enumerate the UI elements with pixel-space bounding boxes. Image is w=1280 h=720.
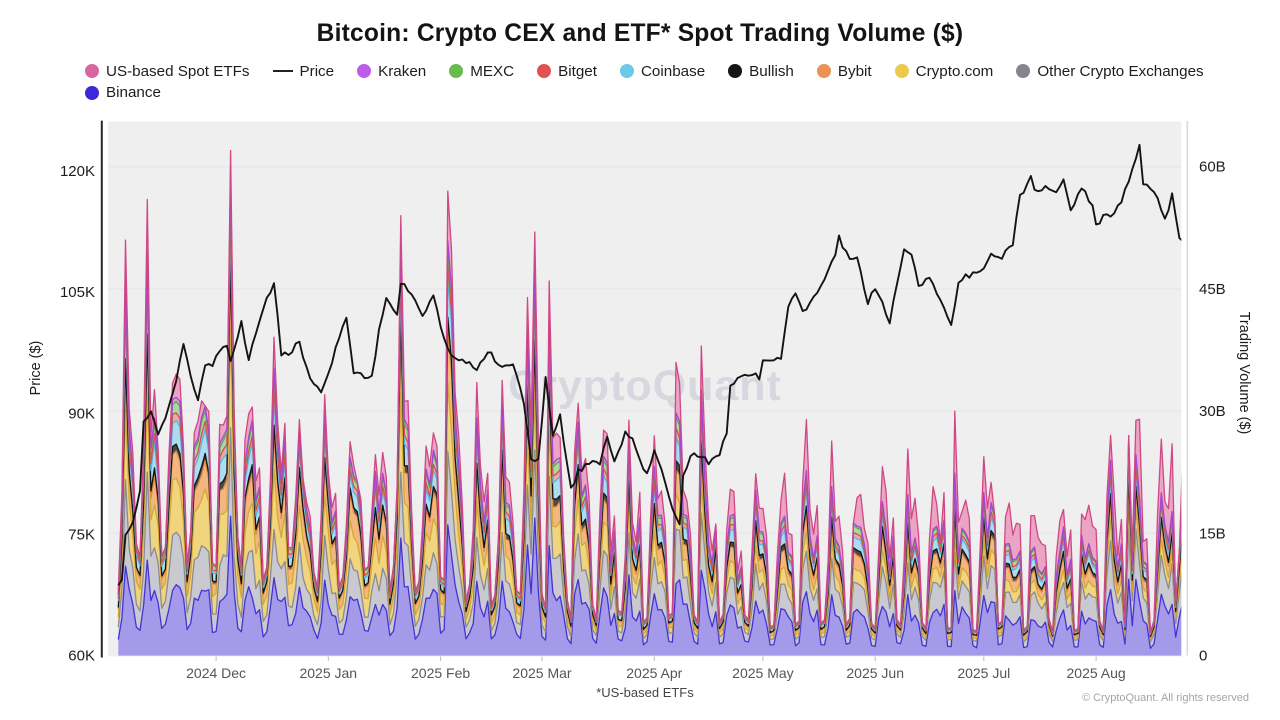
svg-text:2025 May: 2025 May <box>732 665 793 681</box>
svg-text:2025 Feb: 2025 Feb <box>411 665 470 681</box>
svg-text:2025 Aug: 2025 Aug <box>1067 665 1126 681</box>
svg-text:Price ($): Price ($) <box>28 341 44 396</box>
svg-text:45B: 45B <box>1199 281 1226 298</box>
svg-text:75K: 75K <box>68 526 95 543</box>
svg-text:2025 Apr: 2025 Apr <box>626 665 682 681</box>
svg-text:30B: 30B <box>1199 403 1226 420</box>
svg-text:15B: 15B <box>1199 525 1226 542</box>
svg-text:2025 Jan: 2025 Jan <box>299 665 357 681</box>
svg-text:120K: 120K <box>60 163 95 180</box>
svg-text:60K: 60K <box>68 648 95 665</box>
svg-text:60B: 60B <box>1199 159 1226 176</box>
svg-text:2025 Jun: 2025 Jun <box>846 665 904 681</box>
svg-text:*US-based ETFs: *US-based ETFs <box>596 685 694 700</box>
svg-text:2024 Dec: 2024 Dec <box>186 665 246 681</box>
svg-text:105K: 105K <box>60 284 95 301</box>
svg-text:Trading Volume ($): Trading Volume ($) <box>1236 312 1252 435</box>
svg-text:2025 Jul: 2025 Jul <box>957 665 1010 681</box>
svg-text:90K: 90K <box>68 405 95 422</box>
svg-text:0: 0 <box>1199 648 1207 665</box>
svg-text:2025 Mar: 2025 Mar <box>512 665 571 681</box>
svg-text:CryptoQuant: CryptoQuant <box>508 362 782 410</box>
svg-text:© CryptoQuant. All rights rese: © CryptoQuant. All rights reserved <box>1082 692 1249 704</box>
